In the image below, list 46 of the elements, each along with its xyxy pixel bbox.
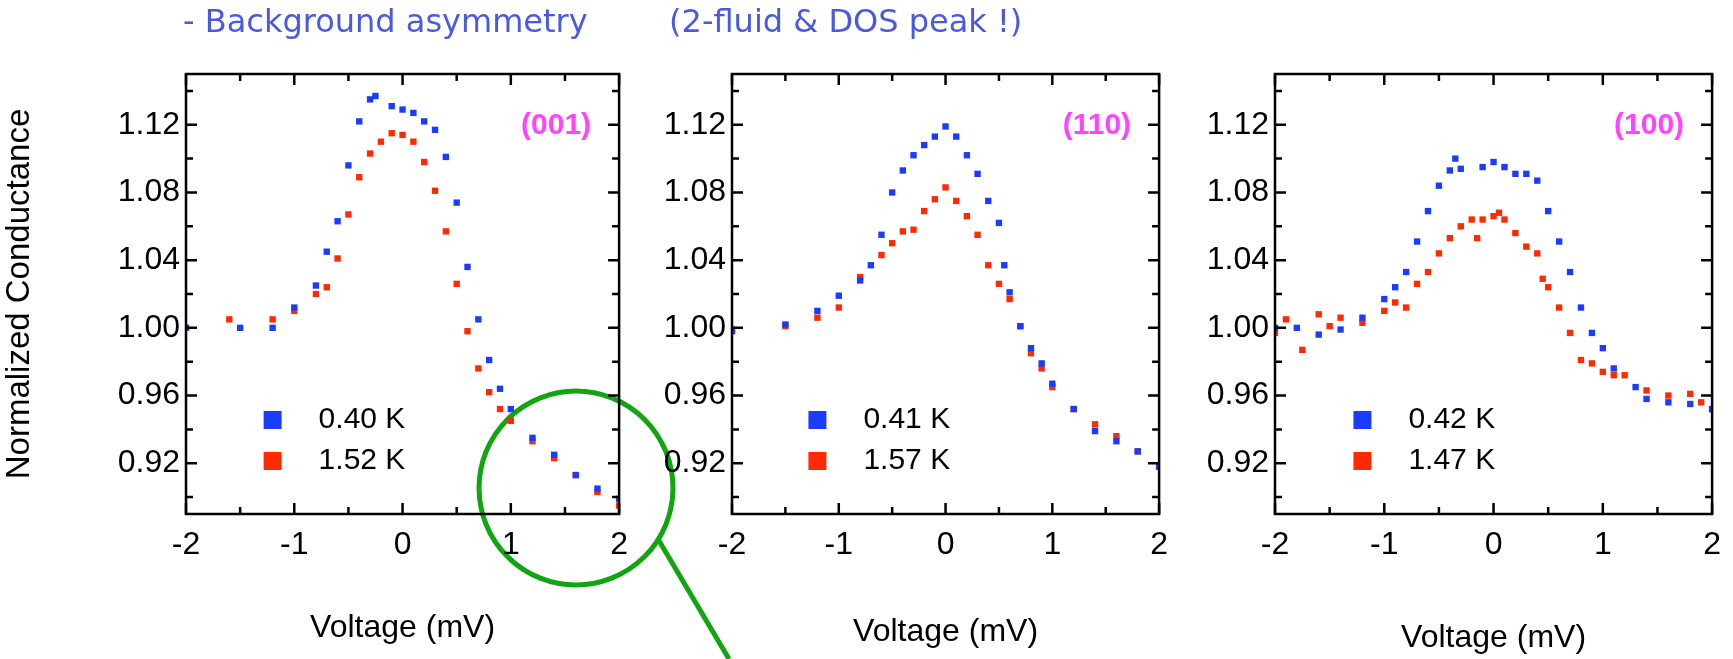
x-axis-title: Voltage (mV) <box>853 611 1039 648</box>
y-tick-label: 0.92 <box>1206 443 1269 480</box>
y-tick-label: 1.04 <box>663 239 726 276</box>
legend-label: 0.40 K <box>318 401 406 435</box>
annotation: (100) <box>1614 107 1685 141</box>
y-tick-label: 1.12 <box>117 104 180 141</box>
x-axis-title: Voltage (mV) <box>310 607 496 644</box>
x-tick-label: 1 <box>501 525 520 562</box>
annotation: (110) <box>1062 107 1132 141</box>
y-tick-label: 1.00 <box>117 307 180 344</box>
y-tick-label: 1.04 <box>1206 239 1269 276</box>
legend-label: 1.47 K <box>1408 442 1496 476</box>
x-tick-label: 2 <box>1150 525 1168 562</box>
y-tick-label: 1.08 <box>1206 172 1269 209</box>
y-tick-label: 1.08 <box>663 172 726 209</box>
x-tick-label: -1 <box>280 525 309 562</box>
y-tick-label: 1.00 <box>663 307 726 344</box>
x-tick-label: 2 <box>1703 525 1721 562</box>
y-tick-label: 0.96 <box>663 375 726 412</box>
x-tick-label: 1 <box>1593 525 1612 562</box>
legend-label: 1.52 K <box>318 442 406 476</box>
y-tick-label: 0.96 <box>117 375 180 412</box>
x-tick-label: 2 <box>610 525 628 562</box>
y-tick-label: 0.96 <box>1206 375 1269 412</box>
y-axis-title: Normalized Conductance <box>0 108 36 480</box>
x-tick-label: -2 <box>717 525 747 562</box>
y-tick-label: 1.12 <box>1206 104 1269 141</box>
legend-label: 0.42 K <box>1408 401 1496 435</box>
x-tick-label: -1 <box>1370 525 1399 562</box>
legend-label: 1.57 K <box>863 442 951 476</box>
y-tick-label: 0.92 <box>117 443 180 480</box>
y-tick-label: 1.08 <box>117 172 180 209</box>
chart-title: - Background asymmetry (2-fluid & DOS peak !) <box>183 2 1023 40</box>
y-tick-label: 1.12 <box>663 104 726 141</box>
x-tick-label: 0 <box>936 525 955 562</box>
x-axis-title: Voltage (mV) <box>1401 617 1587 654</box>
x-tick-label: 1 <box>1043 525 1062 562</box>
x-tick-label: 0 <box>1484 525 1503 562</box>
y-tick-label: 1.04 <box>117 239 180 276</box>
x-tick-label: -2 <box>1260 525 1290 562</box>
x-tick-label: -1 <box>824 525 853 562</box>
legend-label: 0.41 K <box>863 401 951 435</box>
x-tick-label: -2 <box>171 525 201 562</box>
y-tick-label: 1.00 <box>1206 307 1269 344</box>
annotation: (001) <box>521 107 592 141</box>
x-tick-label: 0 <box>393 525 412 562</box>
